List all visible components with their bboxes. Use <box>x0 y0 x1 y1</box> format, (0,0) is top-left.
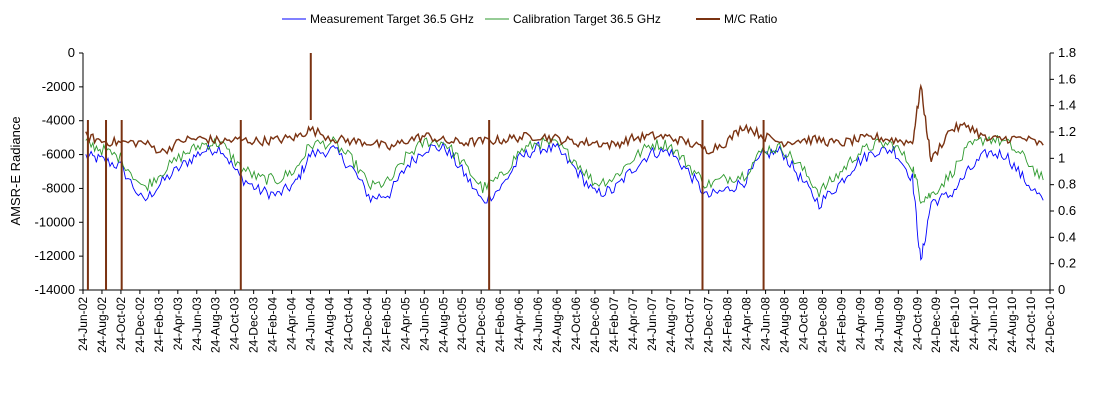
series-line <box>86 142 1043 259</box>
x-tick-label: 24-Feb-08 <box>721 297 735 353</box>
x-tick-label: 24-Feb-04 <box>266 297 280 353</box>
left-y-tick-label: -6000 <box>42 147 75 162</box>
x-tick-label: 24-Oct-08 <box>797 297 811 351</box>
x-tick-label: 24-Oct-09 <box>910 297 924 351</box>
x-tick-label: 24-Apr-06 <box>512 297 526 351</box>
left-y-tick-label: -12000 <box>35 248 75 263</box>
legend-label: M/C Ratio <box>724 12 778 26</box>
x-tick-label: 24-Apr-10 <box>967 297 981 351</box>
left-y-tick-label: -2000 <box>42 79 75 94</box>
x-tick-label: 24-Apr-08 <box>740 297 754 351</box>
x-tick-label: 24-Oct-04 <box>341 297 355 351</box>
x-tick-label: 24-Dec-06 <box>588 297 602 353</box>
x-tick-label: 24-Feb-10 <box>948 297 962 353</box>
x-tick-label: 24-Apr-04 <box>285 297 299 351</box>
x-tick-label: 24-Aug-04 <box>322 297 336 353</box>
x-tick-label: 24-Aug-06 <box>550 297 564 353</box>
series-line <box>86 135 1043 203</box>
right-y-tick-label: 0.8 <box>1058 177 1076 192</box>
right-y-tick-label: 0.4 <box>1058 229 1076 244</box>
x-tick-label: 24-Aug-03 <box>209 297 223 353</box>
left-y-tick-label: -10000 <box>35 214 75 229</box>
x-tick-label: 24-Dec-02 <box>133 297 147 353</box>
x-tick-label: 24-Jun-06 <box>531 297 545 351</box>
x-tick-label: 24-Feb-03 <box>152 297 166 353</box>
x-tick-label: 24-Jun-02 <box>76 297 90 351</box>
x-tick-label: 24-Dec-03 <box>247 297 261 353</box>
left-y-tick-label: -8000 <box>42 180 75 195</box>
x-tick-label: 24-Aug-08 <box>778 297 792 353</box>
x-tick-label: 24-Dec-05 <box>474 297 488 353</box>
right-y-tick-label: 1.6 <box>1058 71 1076 86</box>
x-tick-label: 24-Feb-09 <box>834 297 848 353</box>
x-tick-label: 24-Jun-10 <box>986 297 1000 351</box>
legend-label: Calibration Target 36.5 GHz <box>513 12 661 26</box>
x-tick-label: 24-Aug-05 <box>436 297 450 353</box>
x-tick-label: 24-Apr-09 <box>853 297 867 351</box>
plot-area <box>86 53 1044 290</box>
x-ticks: 24-Jun-02 24-Aug-02 24-Oct-02 24-Dec-02 24-F… <box>76 290 1057 353</box>
x-tick-label: 24-Aug-09 <box>891 297 905 353</box>
left-y-ticks: 0 -2000 -4000 -6000 -8000 -10000 -12000 -14000 <box>35 45 83 297</box>
x-tick-label: 24-Feb-07 <box>607 297 621 353</box>
x-tick-label: 24-Oct-02 <box>114 297 128 351</box>
x-tick-label: 24-Jun-08 <box>759 297 773 351</box>
x-tick-label: 24-Jun-04 <box>304 297 318 351</box>
right-y-tick-label: 0 <box>1058 282 1065 297</box>
axes <box>83 53 1050 290</box>
right-y-tick-label: 1.2 <box>1058 124 1076 139</box>
right-y-tick-label: 0.6 <box>1058 203 1076 218</box>
right-y-tick-label: 0.2 <box>1058 256 1076 271</box>
x-tick-label: 24-Dec-08 <box>815 297 829 353</box>
x-tick-label: 24-Jun-09 <box>872 297 886 351</box>
x-tick-label: 24-Feb-06 <box>493 297 507 353</box>
x-tick-label: 24-Oct-07 <box>683 297 697 351</box>
x-tick-label: 24-Apr-03 <box>171 297 185 351</box>
left-axis-title: AMSR-E Radiance <box>8 116 23 225</box>
legend: Measurement Target 36.5 GHz Calibration T… <box>282 12 778 26</box>
x-tick-label: 24-Oct-05 <box>455 297 469 351</box>
x-tick-label: 24-Apr-05 <box>398 297 412 351</box>
legend-label: Measurement Target 36.5 GHz <box>310 12 474 26</box>
x-tick-label: 24-Feb-05 <box>379 297 393 353</box>
x-tick-label: 24-Oct-03 <box>228 297 242 351</box>
x-tick-label: 24-Jun-03 <box>190 297 204 351</box>
x-tick-label: 24-Aug-10 <box>1005 297 1019 353</box>
x-tick-label: 24-Dec-04 <box>360 297 374 353</box>
x-tick-label: 24-Dec-09 <box>929 297 943 353</box>
x-tick-label: 24-Jun-05 <box>417 297 431 351</box>
right-y-tick-label: 1.8 <box>1058 45 1076 60</box>
x-tick-label: 24-Dec-07 <box>702 297 716 353</box>
x-tick-label: 24-Dec-10 <box>1043 297 1057 353</box>
x-tick-label: 24-Aug-07 <box>664 297 678 353</box>
x-tick-label: 24-Apr-07 <box>626 297 640 351</box>
right-y-ticks: 0 0.2 0.4 0.6 0.8 1 1.2 1.4 1.6 1.8 <box>1050 45 1076 297</box>
x-tick-label: 24-Jun-07 <box>645 297 659 351</box>
right-y-tick-label: 1.4 <box>1058 98 1076 113</box>
x-tick-label: 24-Oct-06 <box>569 297 583 351</box>
left-y-tick-label: -4000 <box>42 113 75 128</box>
left-y-tick-label: 0 <box>68 45 75 60</box>
left-y-tick-label: -14000 <box>35 282 75 297</box>
right-y-tick-label: 1 <box>1058 150 1065 165</box>
x-tick-label: 24-Aug-02 <box>95 297 109 353</box>
x-tick-label: 24-Oct-10 <box>1024 297 1038 351</box>
